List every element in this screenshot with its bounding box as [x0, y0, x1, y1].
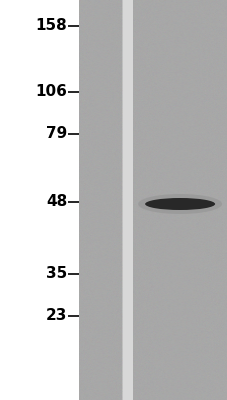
- Bar: [133, 0, 226, 400]
- Bar: [78, 0, 121, 400]
- Text: 48: 48: [46, 194, 67, 210]
- Text: 23: 23: [46, 308, 67, 324]
- Ellipse shape: [144, 198, 214, 210]
- Bar: [121, 0, 133, 400]
- Text: 79: 79: [46, 126, 67, 142]
- Text: 35: 35: [46, 266, 67, 282]
- Ellipse shape: [138, 194, 221, 214]
- Text: 106: 106: [35, 84, 67, 100]
- Text: 158: 158: [35, 18, 67, 34]
